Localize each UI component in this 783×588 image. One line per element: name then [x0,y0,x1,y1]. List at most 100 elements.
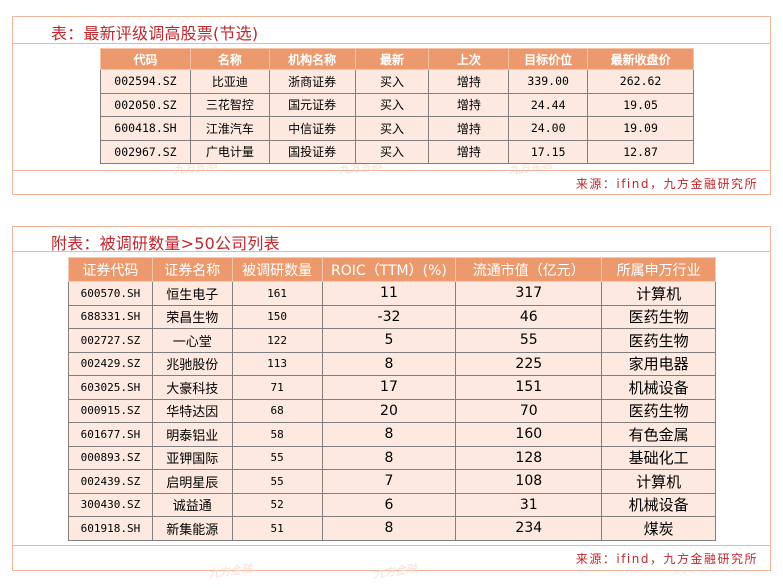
column-header: 证券名称 [151,257,233,282]
table-row: 601677.SH 明泰铝业 58 8 160 有色金属 [68,422,716,447]
source-divider [13,545,770,546]
table-row: 002594.SZ 比亚迪 浙商证券 买入 增持 339.00 262.62 [100,69,694,94]
stock-name-cell: 江淮汽车 [189,116,270,141]
panel-title: 表：最新评级调高股票(节选) [51,24,259,43]
column-header: 名称 [189,48,270,70]
industry-cell: 机械设备 [601,492,716,517]
roic-cell: 8 [321,422,457,447]
stock-code-cell: 601918.SH [68,516,153,541]
market-cap-cell: 55 [455,328,603,353]
table-row: 688331.SH 荣昌生物 150 -32 46 医药生物 [68,304,716,329]
stock-name-cell: 诚益通 [151,492,233,517]
close-price-cell: 262.62 [587,69,694,94]
column-header: 目标价位 [508,48,589,70]
survey-count-cell: 161 [231,281,323,306]
stock-code-cell: 002967.SZ [100,139,191,164]
roic-cell: 7 [321,469,457,494]
column-header: 最新 [354,48,430,70]
close-price-cell: 12.87 [587,139,694,164]
table-row: 000893.SZ 亚钾国际 55 8 128 基础化工 [68,445,716,470]
market-cap-cell: 46 [455,304,603,329]
title-divider [13,43,770,44]
target-price-cell: 339.00 [508,69,589,94]
target-price-cell: 24.00 [508,116,589,141]
source-note: 来源：ifind，九方金融研究所 [575,177,758,191]
table-row: 300430.SZ 诚益通 52 6 31 机械设备 [68,492,716,517]
stock-code-cell: 300430.SZ [68,492,153,517]
previous-rating-cell: 增持 [428,116,510,141]
table-row: 603025.SH 大豪科技 71 17 151 机械设备 [68,375,716,400]
column-header: 被调研数量 [231,257,323,282]
stock-name-cell: 荣昌生物 [151,304,233,329]
industry-cell: 医药生物 [601,304,716,329]
panel-title: 附表：被调研数量>50公司列表 [51,234,280,253]
market-cap-cell: 128 [455,445,603,470]
table-header-row: 代码 名称 机构名称 最新 上次 目标价位 最新收盘价 [100,48,694,70]
stock-code-cell: 002727.SZ [68,328,153,353]
stock-name-cell: 华特达因 [151,398,233,423]
close-price-cell: 19.09 [587,116,694,141]
latest-rating-cell: 买入 [354,116,430,141]
table-row: 002967.SZ 广电计量 国投证券 买入 增持 17.15 12.87 [100,139,694,164]
target-price-cell: 17.15 [508,139,589,164]
rating-upgrade-table: 代码 名称 机构名称 最新 上次 目标价位 最新收盘价 002594.SZ 比亚… [100,48,694,164]
table-row: 000915.SZ 华特达因 68 20 70 医药生物 [68,398,716,423]
stock-code-cell: 000915.SZ [68,398,153,423]
stock-name-cell: 明泰铝业 [151,422,233,447]
column-header: 机构名称 [268,48,356,70]
survey-count-cell: 71 [231,375,323,400]
close-price-cell: 19.05 [587,92,694,117]
roic-cell: 20 [321,398,457,423]
column-header: ROIC（TTM）(%) [321,257,457,282]
watermark: 九方金融 [207,561,253,581]
market-cap-cell: 225 [455,351,603,376]
industry-cell: 医药生物 [601,328,716,353]
survey-count-cell: 68 [231,398,323,423]
industry-cell: 计算机 [601,469,716,494]
industry-cell: 有色金属 [601,422,716,447]
roic-cell: 8 [321,445,457,470]
survey-count-cell: 122 [231,328,323,353]
stock-code-cell: 600570.SH [68,281,153,306]
column-header: 上次 [428,48,510,70]
stock-name-cell: 三花智控 [189,92,270,117]
stock-name-cell: 启明星辰 [151,469,233,494]
previous-rating-cell: 增持 [428,69,510,94]
stock-code-cell: 002050.SZ [100,92,191,117]
industry-cell: 家用电器 [601,351,716,376]
latest-rating-cell: 买入 [354,139,430,164]
stock-code-cell: 603025.SH [68,375,153,400]
table-header-row: 证券代码 证券名称 被调研数量 ROIC（TTM）(%) 流通市值（亿元） 所属… [68,257,716,282]
survey-count-cell: 58 [231,422,323,447]
institution-cell: 国投证券 [268,139,356,164]
table-row: 600418.SH 江淮汽车 中信证券 买入 增持 24.00 19.09 [100,116,694,141]
roic-cell: 11 [321,281,457,306]
table-row: 002439.SZ 启明星辰 55 7 108 计算机 [68,469,716,494]
institution-cell: 浙商证券 [268,69,356,94]
latest-rating-cell: 买入 [354,92,430,117]
survey-count-cell: 55 [231,445,323,470]
previous-rating-cell: 增持 [428,92,510,117]
market-cap-cell: 151 [455,375,603,400]
latest-rating-cell: 买入 [354,69,430,94]
stock-code-cell: 600418.SH [100,116,191,141]
table-row: 600570.SH 恒生电子 161 11 317 计算机 [68,281,716,306]
roic-cell: 8 [321,516,457,541]
industry-cell: 煤炭 [601,516,716,541]
market-cap-cell: 31 [455,492,603,517]
source-divider [13,170,770,171]
industry-cell: 基础化工 [601,445,716,470]
stock-code-cell: 688331.SH [68,304,153,329]
target-price-cell: 24.44 [508,92,589,117]
column-header: 流通市值（亿元） [455,257,603,282]
stock-name-cell: 广电计量 [189,139,270,164]
source-note: 来源：ifind，九方金融研究所 [575,552,758,566]
survey-count-cell: 113 [231,351,323,376]
stock-name-cell: 亚钾国际 [151,445,233,470]
title-divider [13,251,770,252]
column-header: 证券代码 [68,257,153,282]
roic-cell: 17 [321,375,457,400]
stock-name-cell: 一心堂 [151,328,233,353]
watermark: 九方金融 [372,561,418,581]
table-row: 002050.SZ 三花智控 国元证券 买入 增持 24.44 19.05 [100,92,694,117]
